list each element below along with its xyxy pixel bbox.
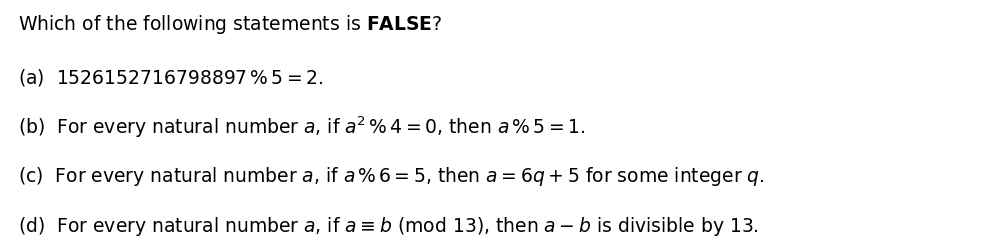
- Text: (d)  For every natural number $a$, if $a \equiv b\ (\mathrm{mod}\ 13)$, then $a : (d) For every natural number $a$, if $a …: [18, 215, 758, 238]
- Text: (b)  For every natural number $a$, if $a^2\,\%\,4 = 0$, then $a\,\%\,5 = 1$.: (b) For every natural number $a$, if $a^…: [18, 115, 585, 140]
- Text: (c)  For every natural number $a$, if $a\,\%\,6 = 5$, then $a = 6q + 5$ for some: (c) For every natural number $a$, if $a\…: [18, 165, 764, 188]
- Text: (a)  $1526152716798897\,\%\,5 = 2.$: (a) $1526152716798897\,\%\,5 = 2.$: [18, 67, 323, 88]
- Text: Which of the following statements is $\mathbf{FALSE}$?: Which of the following statements is $\m…: [18, 13, 442, 36]
